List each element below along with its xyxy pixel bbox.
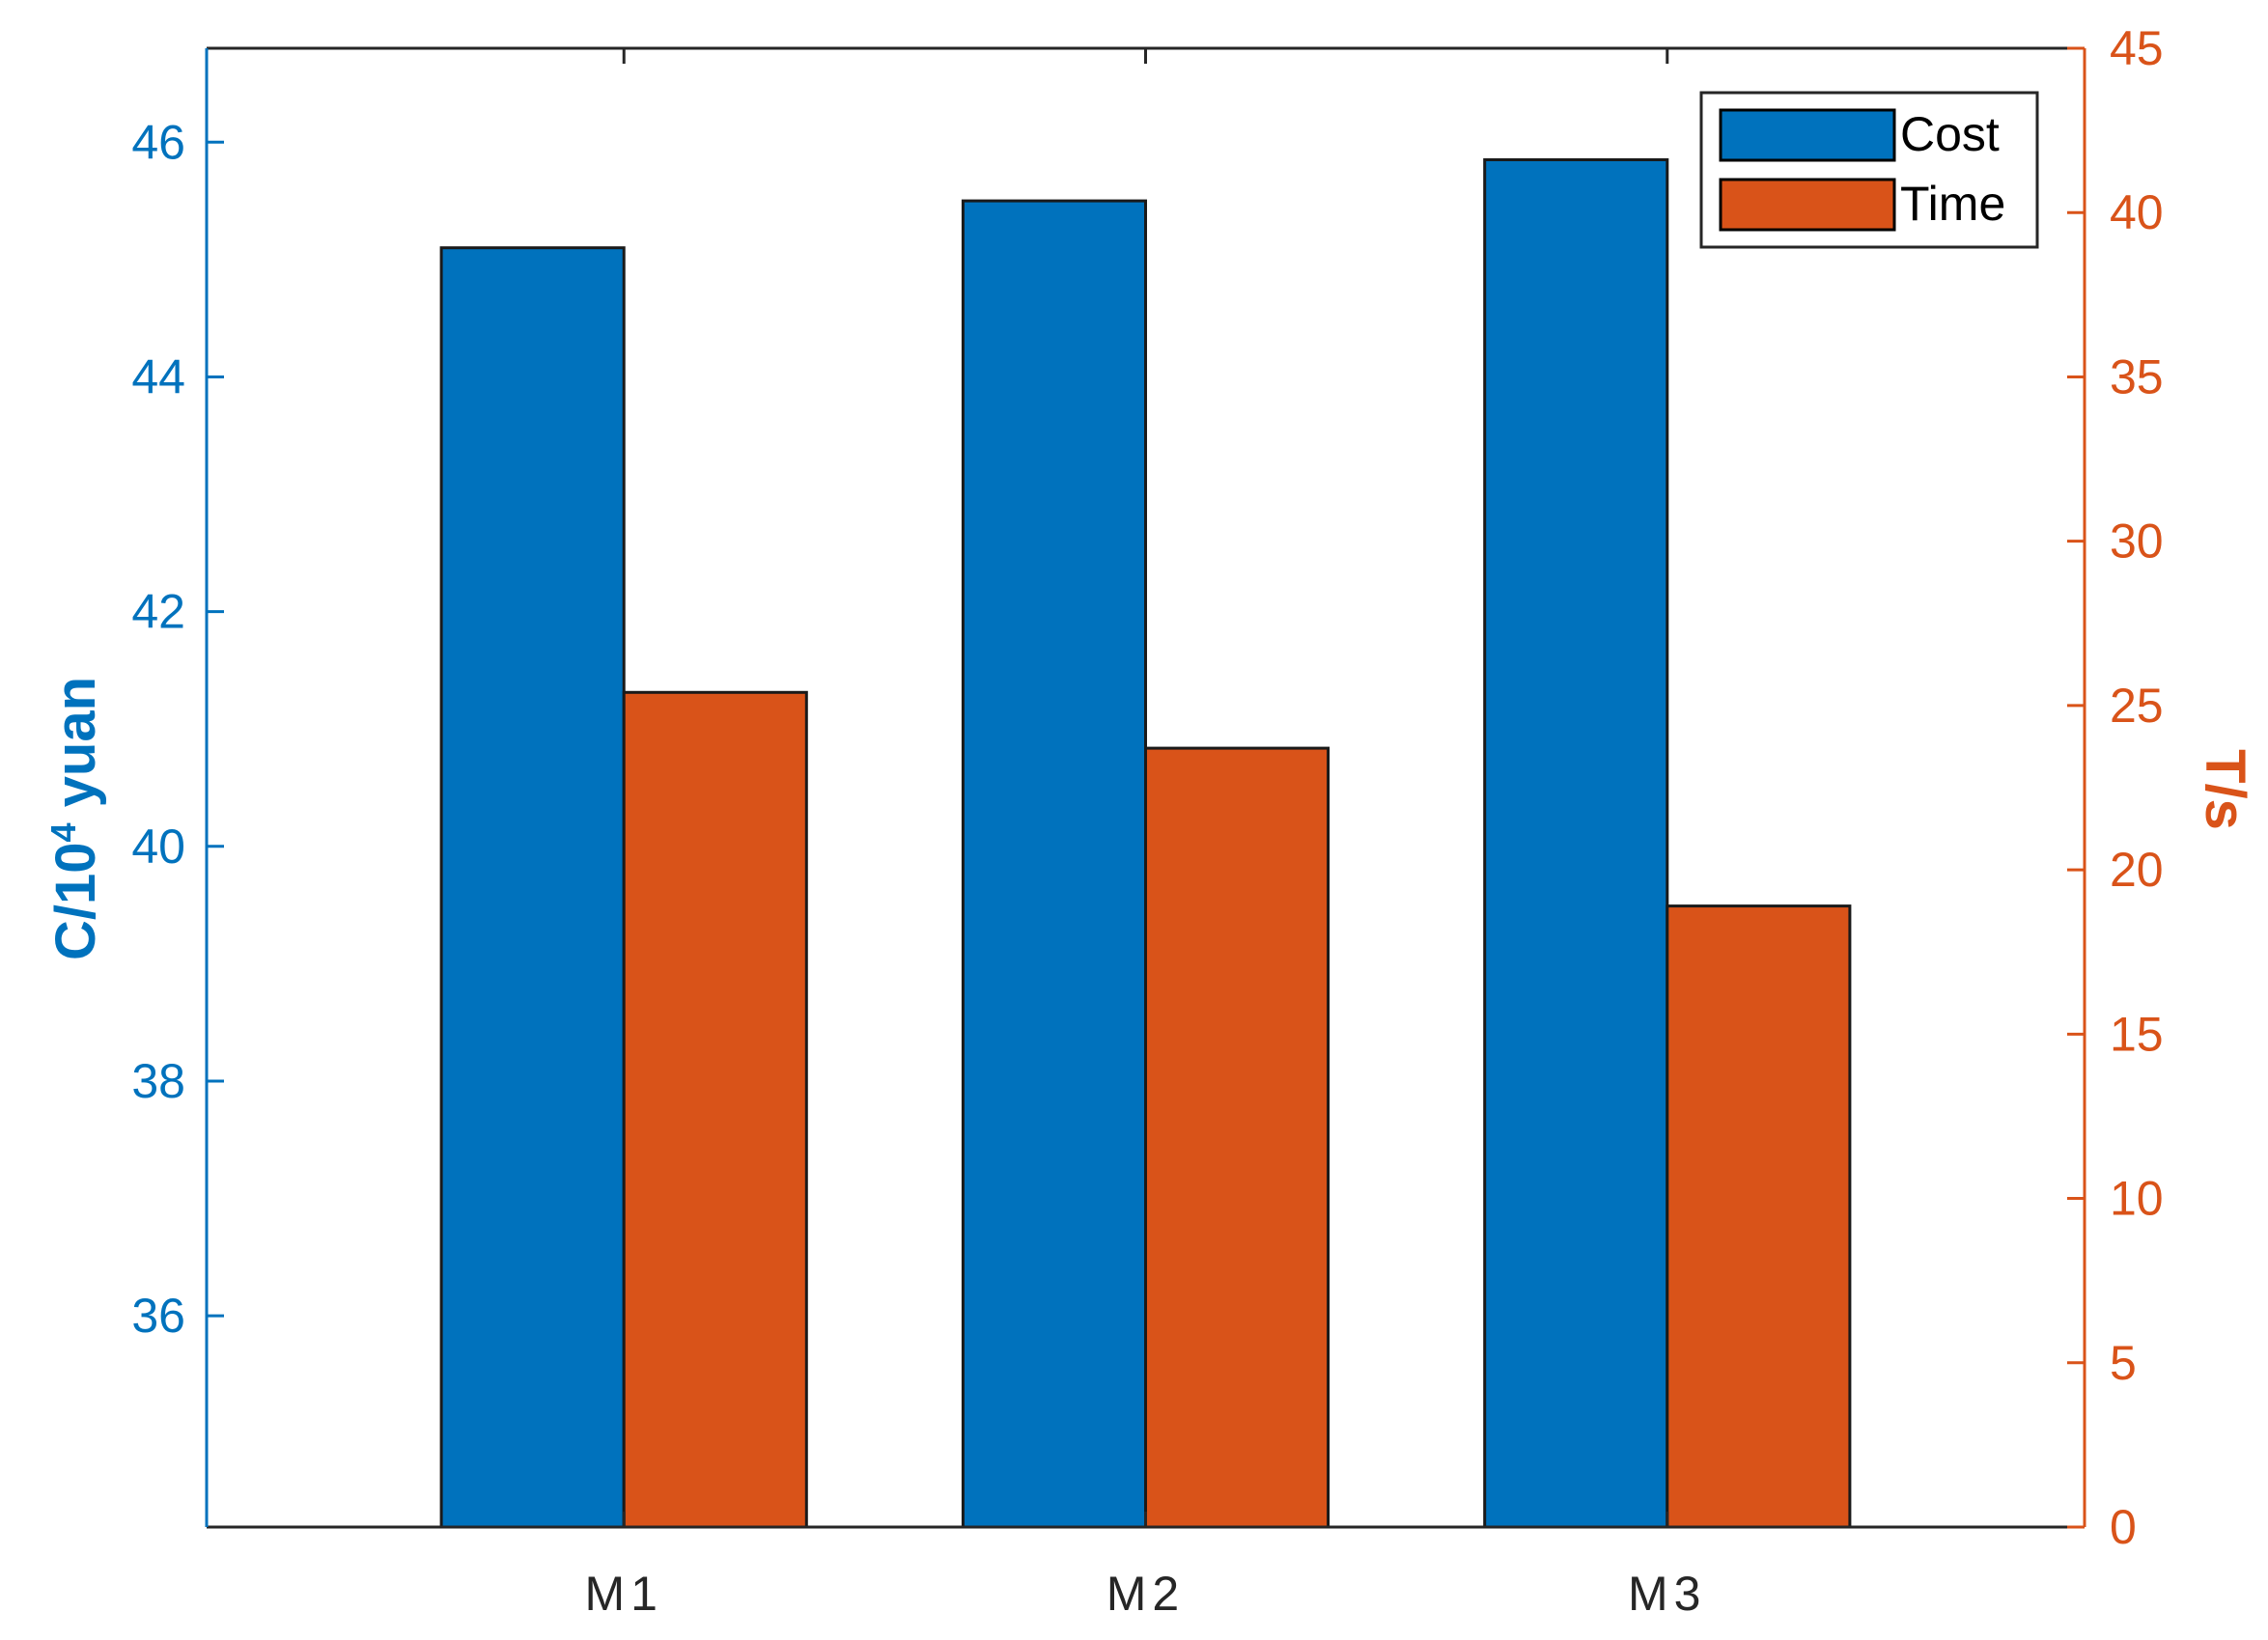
right-tick-label-30: 30: [2110, 514, 2164, 569]
bar-time-m3: [1666, 904, 1852, 1529]
right-tick-label-15: 15: [2110, 1007, 2164, 1061]
x-tick-label-m3: M3: [1628, 1567, 1706, 1621]
legend-label-time: Time: [1900, 177, 2005, 231]
left-tick-label-38: 38: [131, 1054, 185, 1108]
legend-swatch-cost: [1719, 108, 1896, 162]
left-tick-label-42: 42: [131, 585, 185, 639]
right-tick-label-10: 10: [2110, 1172, 2164, 1226]
right-tick-label-20: 20: [2110, 843, 2164, 897]
right-tick-label-40: 40: [2110, 185, 2164, 239]
right-tick-label-45: 45: [2110, 21, 2164, 75]
legend-label-cost: Cost: [1900, 107, 2000, 161]
right-axis: 0 5 10 15 20 25 30 35 40 45: [2067, 21, 2164, 1554]
x-tick-label-m1: M1: [584, 1567, 662, 1621]
left-axis-title: C/104 yuan: [43, 677, 108, 960]
right-tick-label-25: 25: [2110, 679, 2164, 733]
right-axis-title: T/s: [2194, 749, 2256, 830]
left-axis-title-prefix: C/10: [44, 843, 107, 961]
right-tick-label-0: 0: [2110, 1500, 2137, 1554]
bar-cost-m3: [1483, 158, 1669, 1529]
legend: Cost Time: [1699, 91, 2039, 249]
left-tick-label-36: 36: [131, 1289, 185, 1343]
bar-cost-m1: [439, 246, 626, 1529]
left-tick-label-46: 46: [131, 115, 185, 169]
left-tick-label-44: 44: [131, 349, 185, 403]
bars-layer: [439, 158, 1852, 1529]
bar-time-m2: [1144, 746, 1330, 1529]
x-axis: M1 M2 M3: [584, 48, 1706, 1621]
left-tick-label-40: 40: [131, 820, 185, 874]
left-axis-title-superscript: 4: [43, 822, 83, 842]
legend-swatch-time: [1719, 178, 1896, 232]
bar-cost-m2: [961, 199, 1148, 1529]
left-axis-title-suffix: yuan: [44, 677, 107, 823]
left-axis: 36 38 40 42 44 46: [131, 48, 224, 1527]
x-tick-label-m2: M2: [1106, 1567, 1185, 1621]
right-tick-label-35: 35: [2110, 349, 2164, 403]
right-tick-label-5: 5: [2110, 1336, 2137, 1390]
bar-time-m1: [622, 690, 808, 1529]
